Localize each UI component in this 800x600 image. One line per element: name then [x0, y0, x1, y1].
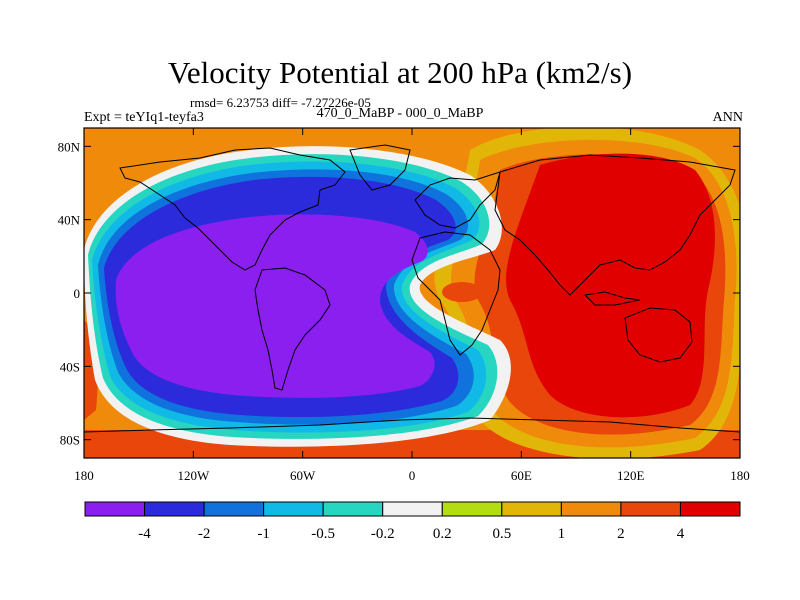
colorbar-swatch — [263, 501, 324, 517]
colorbar-swatch — [620, 501, 681, 517]
contour-fill-negative-purple — [115, 214, 435, 398]
colorbar-label: -2 — [198, 526, 211, 542]
colorbar-label: -0.5 — [311, 526, 335, 542]
contour-fill-positive-red-small — [442, 282, 482, 302]
x-tick-label: 60W — [290, 468, 316, 483]
x-tick-label: 180 — [74, 468, 94, 483]
season-label: ANN — [712, 110, 743, 125]
colorbar-label: -1 — [257, 526, 270, 542]
x-tick-label: 60E — [511, 468, 532, 483]
chart-title: Velocity Potential at 200 hPa (km2/s) — [167, 55, 633, 90]
x-tick-label: 120E — [617, 468, 645, 483]
x-axis: 180 120W 60W 0 60E 120E 180 — [74, 128, 750, 483]
colorbar-label: 1 — [558, 526, 566, 542]
colorbar-label: 4 — [677, 526, 685, 542]
colorbar-swatch — [560, 501, 622, 517]
y-tick-label: 40N — [58, 213, 81, 228]
coastline-asia — [494, 154, 736, 296]
experiment-label: Expt = teYIq1-teyfa3 — [84, 110, 204, 125]
coastline-south-america — [254, 267, 331, 391]
colorbar-swatch — [84, 501, 146, 517]
colorbar-swatch — [679, 501, 741, 517]
y-tick-label: 0 — [74, 286, 81, 301]
colorbar: -4 -2 -1 -0.5 -0.2 0.2 0.5 1 2 4 — [84, 501, 741, 542]
colorbar-swatch — [382, 501, 443, 517]
coastline-australia — [624, 307, 693, 363]
y-tick-label: 80N — [58, 139, 81, 154]
colorbar-swatch — [501, 501, 562, 517]
period-label: 470_0_MaBP - 000_0_MaBP — [316, 106, 484, 121]
colorbar-label: -0.2 — [371, 526, 395, 542]
x-tick-label: 180 — [730, 468, 750, 483]
colorbar-label: -4 — [138, 526, 151, 542]
y-tick-label: 80S — [60, 433, 80, 448]
coastline-north-america — [119, 147, 346, 271]
coastline-antarctica — [84, 417, 740, 433]
coastline-indonesia — [583, 291, 641, 306]
coastlines — [84, 144, 740, 433]
colorbar-swatch — [144, 501, 205, 517]
x-tick-label: 120W — [177, 468, 210, 483]
colorbar-label: 0.5 — [492, 526, 511, 542]
y-tick-label: 40S — [60, 359, 80, 374]
colorbar-swatch — [203, 501, 265, 517]
y-axis: 80N 40N 0 40S 80S — [58, 139, 740, 448]
colorbar-swatch — [441, 501, 503, 517]
contour-fill-positive-red — [506, 153, 715, 418]
contour-field — [84, 128, 740, 458]
stats-text: rmsd= 6.23753 diff= -7.27226e-05 — [190, 95, 371, 110]
colorbar-label: 0.2 — [433, 526, 452, 542]
coastline-greenland — [349, 144, 411, 191]
coastline-europe — [414, 171, 501, 229]
coastline-africa — [411, 231, 501, 356]
colorbar-swatch — [322, 501, 384, 517]
x-tick-label: 0 — [409, 468, 416, 483]
colorbar-label: 2 — [617, 526, 625, 542]
